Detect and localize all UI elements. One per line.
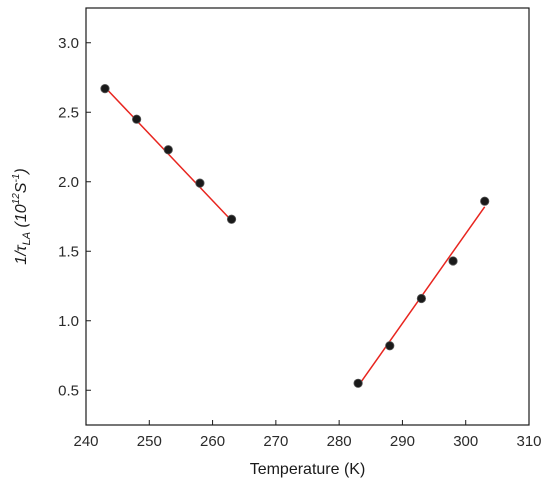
x-axis-label: Temperature (K) <box>250 461 366 478</box>
plot-frame <box>85 7 530 426</box>
fit-lines <box>104 86 486 387</box>
x-tick-label: 260 <box>200 433 225 450</box>
data-point <box>163 145 173 155</box>
data-point <box>353 378 363 388</box>
x-tick-label: 270 <box>263 433 288 450</box>
y-tick-label: 0.5 <box>58 382 79 399</box>
data-point <box>448 256 458 266</box>
y-axis-label-prefix: 1/τ <box>13 244 30 264</box>
y-axis-label-subscript: LA <box>21 232 33 245</box>
y-axis-label-unit-exp: 12 <box>11 193 22 205</box>
y-tick-label: 2.0 <box>58 174 79 191</box>
data-point <box>385 341 395 351</box>
data-points <box>100 84 490 388</box>
y-axis-label-unit-exp2: -1 <box>11 174 22 183</box>
y-axis-label-unit-mid: S <box>13 182 30 193</box>
x-tick-label: 240 <box>73 433 98 450</box>
x-tick-label: 290 <box>390 433 415 450</box>
x-tick-label: 250 <box>137 433 162 450</box>
y-tick-label: 3.0 <box>58 35 79 52</box>
y-tick-label: 1.0 <box>58 313 79 330</box>
x-tick-label: 310 <box>516 433 541 450</box>
x-tick-label: 280 <box>327 433 352 450</box>
data-point <box>100 84 110 94</box>
y-tick-label: 2.5 <box>58 104 79 121</box>
data-point <box>132 114 142 124</box>
data-point <box>195 178 205 188</box>
data-point <box>416 293 427 304</box>
x-tick-label: 300 <box>453 433 478 450</box>
data-point <box>480 196 490 206</box>
y-tick-label: 1.5 <box>58 243 79 260</box>
y-axis-label-unit-open: (10 <box>13 204 30 232</box>
y-axis-label-unit-close: ) <box>13 168 30 175</box>
axis-ticks: 240 250 260 270 280 290 300 310 0.5 1.0 1.5 2.0 2.5 3… <box>58 35 541 450</box>
data-point <box>226 214 237 224</box>
y-axis-label: 1/τLA (1012S-1) <box>11 168 33 264</box>
